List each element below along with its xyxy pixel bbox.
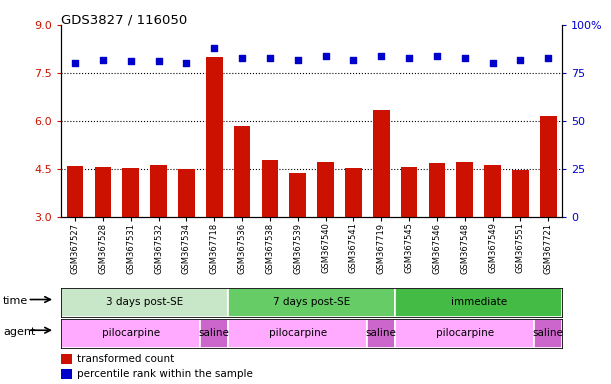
Point [321,53,331,59]
Bar [228,319,367,348]
Bar [456,162,473,217]
Text: agent: agent [3,327,35,337]
Bar [61,354,72,364]
Bar [484,165,501,217]
Bar [67,166,83,217]
Point [488,60,497,66]
Point [543,55,553,61]
Bar [262,160,278,217]
Text: pilocarpine: pilocarpine [436,328,494,338]
Bar [200,319,228,348]
Bar [206,57,222,217]
Point [98,56,108,63]
Text: saline: saline [366,328,397,338]
Point [404,55,414,61]
Point [376,53,386,59]
Bar [317,162,334,217]
Text: time: time [3,296,28,306]
Bar [228,288,395,317]
Bar [373,110,390,217]
Bar [122,168,139,217]
Point [237,55,247,61]
Text: saline: saline [533,328,563,338]
Bar [61,369,72,379]
Bar [395,319,534,348]
Bar [401,167,417,217]
Text: immediate: immediate [450,297,507,308]
Bar [345,168,362,217]
Bar [95,167,111,217]
Bar [61,288,228,317]
Point [293,56,302,63]
Bar [367,319,395,348]
Bar [395,288,562,317]
Point [126,58,136,65]
Bar [178,169,195,217]
Point [348,56,358,63]
Bar [428,163,445,217]
Bar [290,173,306,217]
Text: GDS3827 / 116050: GDS3827 / 116050 [61,13,188,26]
Point [153,58,163,65]
Point [181,60,191,66]
Point [70,60,80,66]
Bar [540,116,557,217]
Text: 3 days post-SE: 3 days post-SE [106,297,183,308]
Text: pilocarpine: pilocarpine [269,328,327,338]
Text: transformed count: transformed count [77,354,174,364]
Bar [534,319,562,348]
Bar [150,165,167,217]
Text: percentile rank within the sample: percentile rank within the sample [77,369,253,379]
Text: pilocarpine: pilocarpine [101,328,159,338]
Text: 7 days post-SE: 7 days post-SE [273,297,350,308]
Text: saline: saline [199,328,230,338]
Bar [233,126,251,217]
Point [516,56,525,63]
Point [265,55,275,61]
Bar [61,319,200,348]
Point [210,45,219,51]
Bar [512,170,529,217]
Point [460,55,470,61]
Point [432,53,442,59]
